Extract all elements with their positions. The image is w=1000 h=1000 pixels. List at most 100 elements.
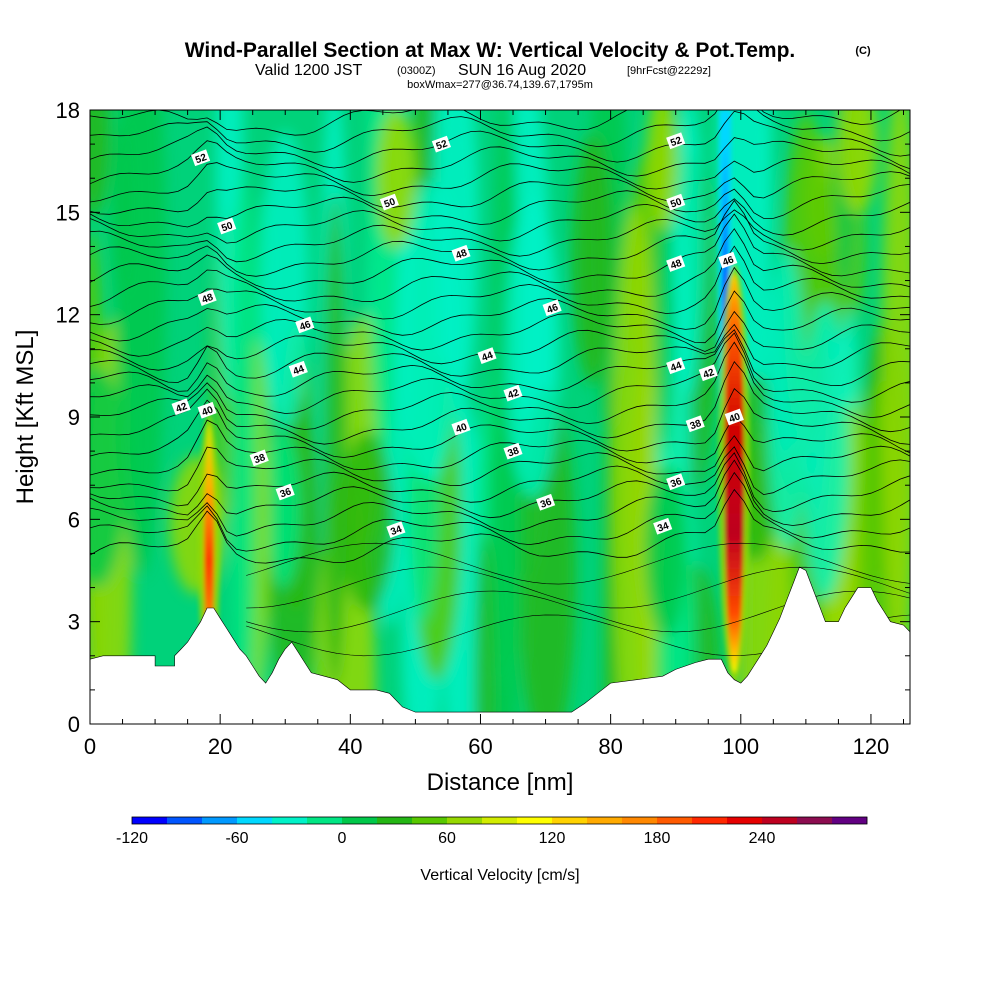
chart-title-mark: (C) (855, 45, 871, 57)
colorbar (131, 816, 868, 825)
colorbar-swatch (447, 817, 483, 824)
contour-label: 40 (724, 408, 744, 425)
theta-contour (90, 446, 910, 507)
y-axis-label: Height [Kft MSL] (12, 330, 39, 505)
contour-label: 48 (451, 244, 471, 262)
contour-label-text: 40 (454, 421, 469, 435)
theta-contour (90, 323, 910, 383)
theta-contour (90, 228, 910, 307)
contour-label-text: 38 (253, 452, 268, 466)
theta-contour (90, 341, 910, 430)
subtitle-utc: (0300Z) (397, 65, 436, 77)
contour-label-text: 52 (669, 135, 684, 149)
y-tick-label: 18 (56, 98, 80, 123)
theta-contour (90, 158, 910, 203)
theta-contour (90, 137, 910, 185)
field-patch (801, 301, 850, 602)
field-patch (611, 203, 660, 724)
colorbar-swatch (412, 817, 448, 824)
colorbar-swatch (517, 817, 553, 824)
chart-title: Wind-Parallel Section at Max W: Vertical… (185, 39, 796, 62)
contour-label: 36 (666, 473, 686, 490)
colorbar-swatch (272, 817, 308, 824)
contour-label-text: 44 (669, 360, 684, 374)
colorbar-frame (131, 816, 868, 825)
contour-label: 46 (718, 251, 738, 269)
colorbar-swatch (202, 817, 238, 824)
field-patch (504, 198, 561, 499)
x-tick-label: 100 (722, 734, 759, 759)
contour-label: 42 (698, 364, 718, 381)
contour-label: 42 (171, 398, 191, 415)
y-tick-label: 0 (68, 712, 80, 737)
contour-label-text: 52 (194, 152, 209, 166)
contour-label-text: 46 (546, 302, 561, 316)
subtitle-date: SUN 16 Aug 2020 (458, 62, 586, 79)
contour-label: 52 (431, 135, 451, 153)
theta-contour (90, 388, 910, 458)
y-tick-label: 15 (56, 200, 80, 225)
theta-contour (90, 184, 910, 228)
contour-label-text: 48 (669, 258, 684, 272)
subtitle-valid: Valid 1200 JST (255, 62, 363, 79)
field-patch (644, 464, 688, 638)
contour-label: 52 (666, 132, 686, 149)
y-tick-label: 12 (56, 303, 80, 328)
theta-contour (90, 110, 910, 169)
contour-label: 46 (295, 316, 315, 333)
contour-label: 34 (653, 517, 673, 535)
x-axis: 0 20 40 60 80 100 120 (84, 110, 904, 759)
contour-label: 44 (288, 360, 308, 378)
field-patch (474, 533, 494, 724)
colorbar-swatch (832, 817, 868, 824)
contour-label-text: 42 (506, 387, 521, 401)
x-tick-label: 120 (853, 734, 890, 759)
colorbar-tick-label: 60 (438, 830, 456, 847)
contour-label: 48 (666, 255, 686, 272)
theta-contours (90, 110, 910, 657)
theta-contour (90, 415, 910, 476)
contour-label-text: 48 (454, 247, 469, 261)
field-patch (396, 181, 461, 482)
contour-label: 36 (275, 483, 295, 500)
theta-contour (90, 459, 910, 537)
colorbar-swatch (692, 817, 728, 824)
theta-contour (90, 329, 910, 397)
contour-label-text: 40 (201, 404, 216, 418)
x-tick-label: 40 (338, 734, 362, 759)
colorbar-swatch (622, 817, 658, 824)
contour-label-text: 40 (728, 411, 743, 425)
contour-labels: 52 52 52 50 50 50 48 48 48 46 46 46 44 44 44 42 42 42 40 40… (171, 132, 744, 538)
contour-label-text: 50 (383, 196, 398, 210)
theta-contour (90, 471, 910, 552)
contour-label: 40 (197, 401, 217, 419)
theta-contour (90, 435, 910, 492)
colorbar-label: Vertical Velocity [cm/s] (420, 867, 579, 884)
theta-contour (90, 198, 910, 244)
colorbar-swatch (377, 817, 413, 824)
field-patch (766, 249, 807, 550)
contour-label-text: 46 (721, 254, 736, 268)
colorbar-tick-label: -120 (116, 830, 148, 847)
x-tick-label: 60 (468, 734, 492, 759)
contour-label: 46 (542, 299, 562, 316)
contour-label: 40 (451, 418, 471, 436)
theta-contour (90, 213, 910, 290)
colorbar-swatch (132, 817, 168, 824)
contour-label: 44 (477, 347, 497, 364)
theta-contour (90, 290, 910, 357)
field-patch (339, 431, 395, 613)
contour-label: 36 (536, 493, 556, 511)
contour-label: 48 (197, 289, 217, 306)
theta-contour (90, 310, 910, 371)
field-patch (265, 429, 301, 589)
x-tick-label: 20 (208, 734, 232, 759)
contour-label: 50 (379, 193, 399, 211)
contour-label-text: 50 (669, 196, 684, 210)
colorbar-tick-label: -60 (225, 830, 248, 847)
field-patch (375, 110, 416, 249)
downdraft-column (722, 140, 729, 417)
field-patch (90, 110, 111, 218)
